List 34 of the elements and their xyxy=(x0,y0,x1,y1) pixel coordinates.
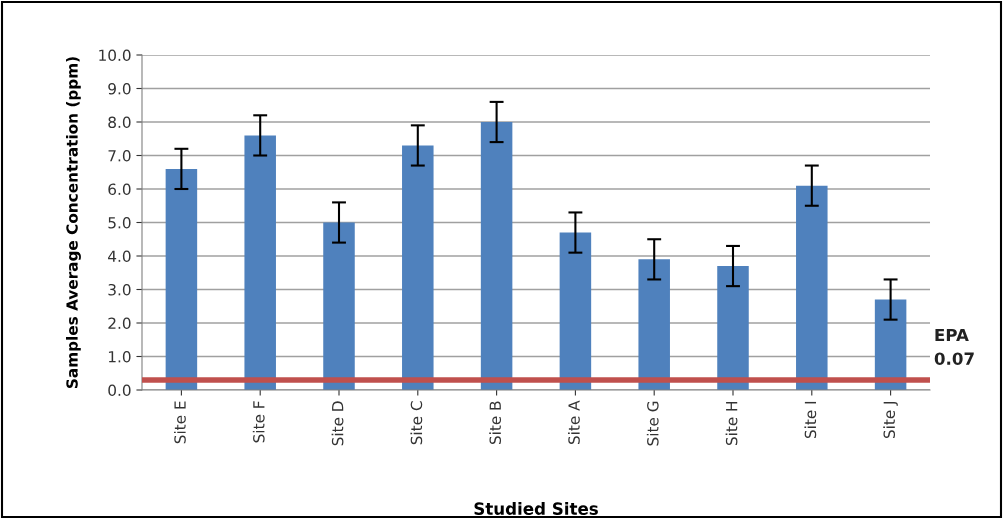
bar xyxy=(796,185,828,390)
x-tick-label: Site H xyxy=(725,401,738,446)
x-tick-label: Site C xyxy=(410,401,423,445)
x-tick-label: Site E xyxy=(174,401,186,444)
y-tick-label: 2.0 xyxy=(108,317,131,330)
y-tick-label: 8.0 xyxy=(108,116,131,129)
y-tick-label: 5.0 xyxy=(108,216,131,229)
x-tick-label: Site G xyxy=(646,401,659,446)
x-tick-label: Site A xyxy=(568,400,580,445)
bar xyxy=(559,232,592,390)
y-tick-label: 4.0 xyxy=(108,250,131,263)
x-axis-title: Studied Sites xyxy=(474,502,598,515)
x-tick-label: Site I xyxy=(804,401,817,439)
bar xyxy=(323,222,355,390)
y-axis-title: Samples Average Concentration (ppm) xyxy=(65,57,81,389)
y-tick-label: 0.0 xyxy=(108,384,131,397)
y-tick-label: 10.0 xyxy=(99,49,131,62)
y-tick-label: 3.0 xyxy=(108,283,131,296)
x-tick-label: Site J xyxy=(883,401,898,439)
bar xyxy=(244,135,276,390)
bar xyxy=(638,259,670,390)
x-tick-label: Site B xyxy=(489,401,502,445)
y-tick-label: 9.0 xyxy=(108,82,131,95)
bar xyxy=(165,168,198,390)
bar xyxy=(874,299,907,390)
x-tick-label: Site F xyxy=(252,401,265,443)
bar xyxy=(402,145,434,390)
y-tick-label: 1.0 xyxy=(108,350,131,363)
y-tick-label: 7.0 xyxy=(108,149,131,162)
bar xyxy=(717,266,749,390)
y-tick-label: 6.0 xyxy=(108,183,131,196)
x-tick-label: Site D xyxy=(331,401,344,446)
bar xyxy=(480,122,513,390)
ref-line-label: EPA 0.07 xyxy=(934,328,974,365)
